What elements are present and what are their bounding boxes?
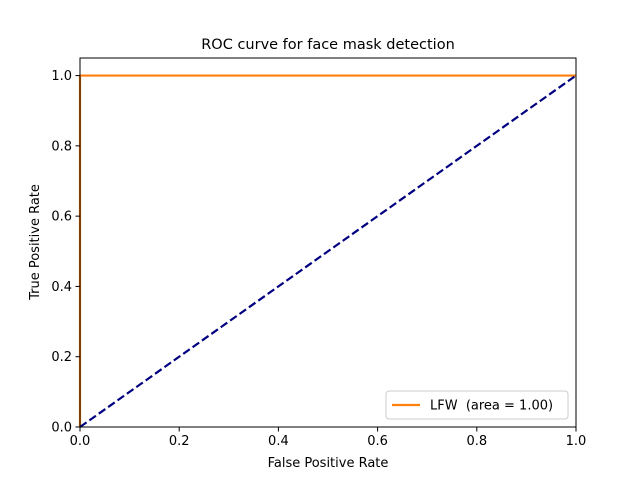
y-tick-label: 0.0 [51,421,72,436]
x-tick-label: 0.0 [70,434,91,449]
axes-layer: 0.0 0.2 0.4 0.6 0.8 1.0 0.0 0.2 0.4 0.6 0.8 1.0 [51,57,587,449]
x-tick-label: 0.6 [367,434,388,449]
chance-diagonal-line [79,74,577,428]
legend-box [385,390,569,420]
x-tick-label: 0.2 [169,434,190,449]
legend: LFW (area = 1.00) [385,390,569,420]
y-tick-label: 0.4 [51,280,72,295]
legend-label: LFW (area = 1.00) [430,399,553,414]
axes-frame [79,57,577,428]
x-tick-label: 1.0 [566,434,587,449]
x-axis-label: False Positive Rate [268,456,389,471]
y-tick-label: 0.8 [51,139,72,154]
x-tick-label: 0.4 [268,434,289,449]
plot-area [80,58,576,427]
y-tick-label: 0.2 [51,350,72,365]
plot-background [80,58,576,427]
x-tick-label: 0.8 [466,434,487,449]
chart-title: ROC curve for face mask detection [201,37,455,53]
y-tick-label: 1.0 [51,69,72,84]
y-tick-label: 0.6 [51,210,72,225]
y-axis-label: True Positive Rate [28,184,43,301]
